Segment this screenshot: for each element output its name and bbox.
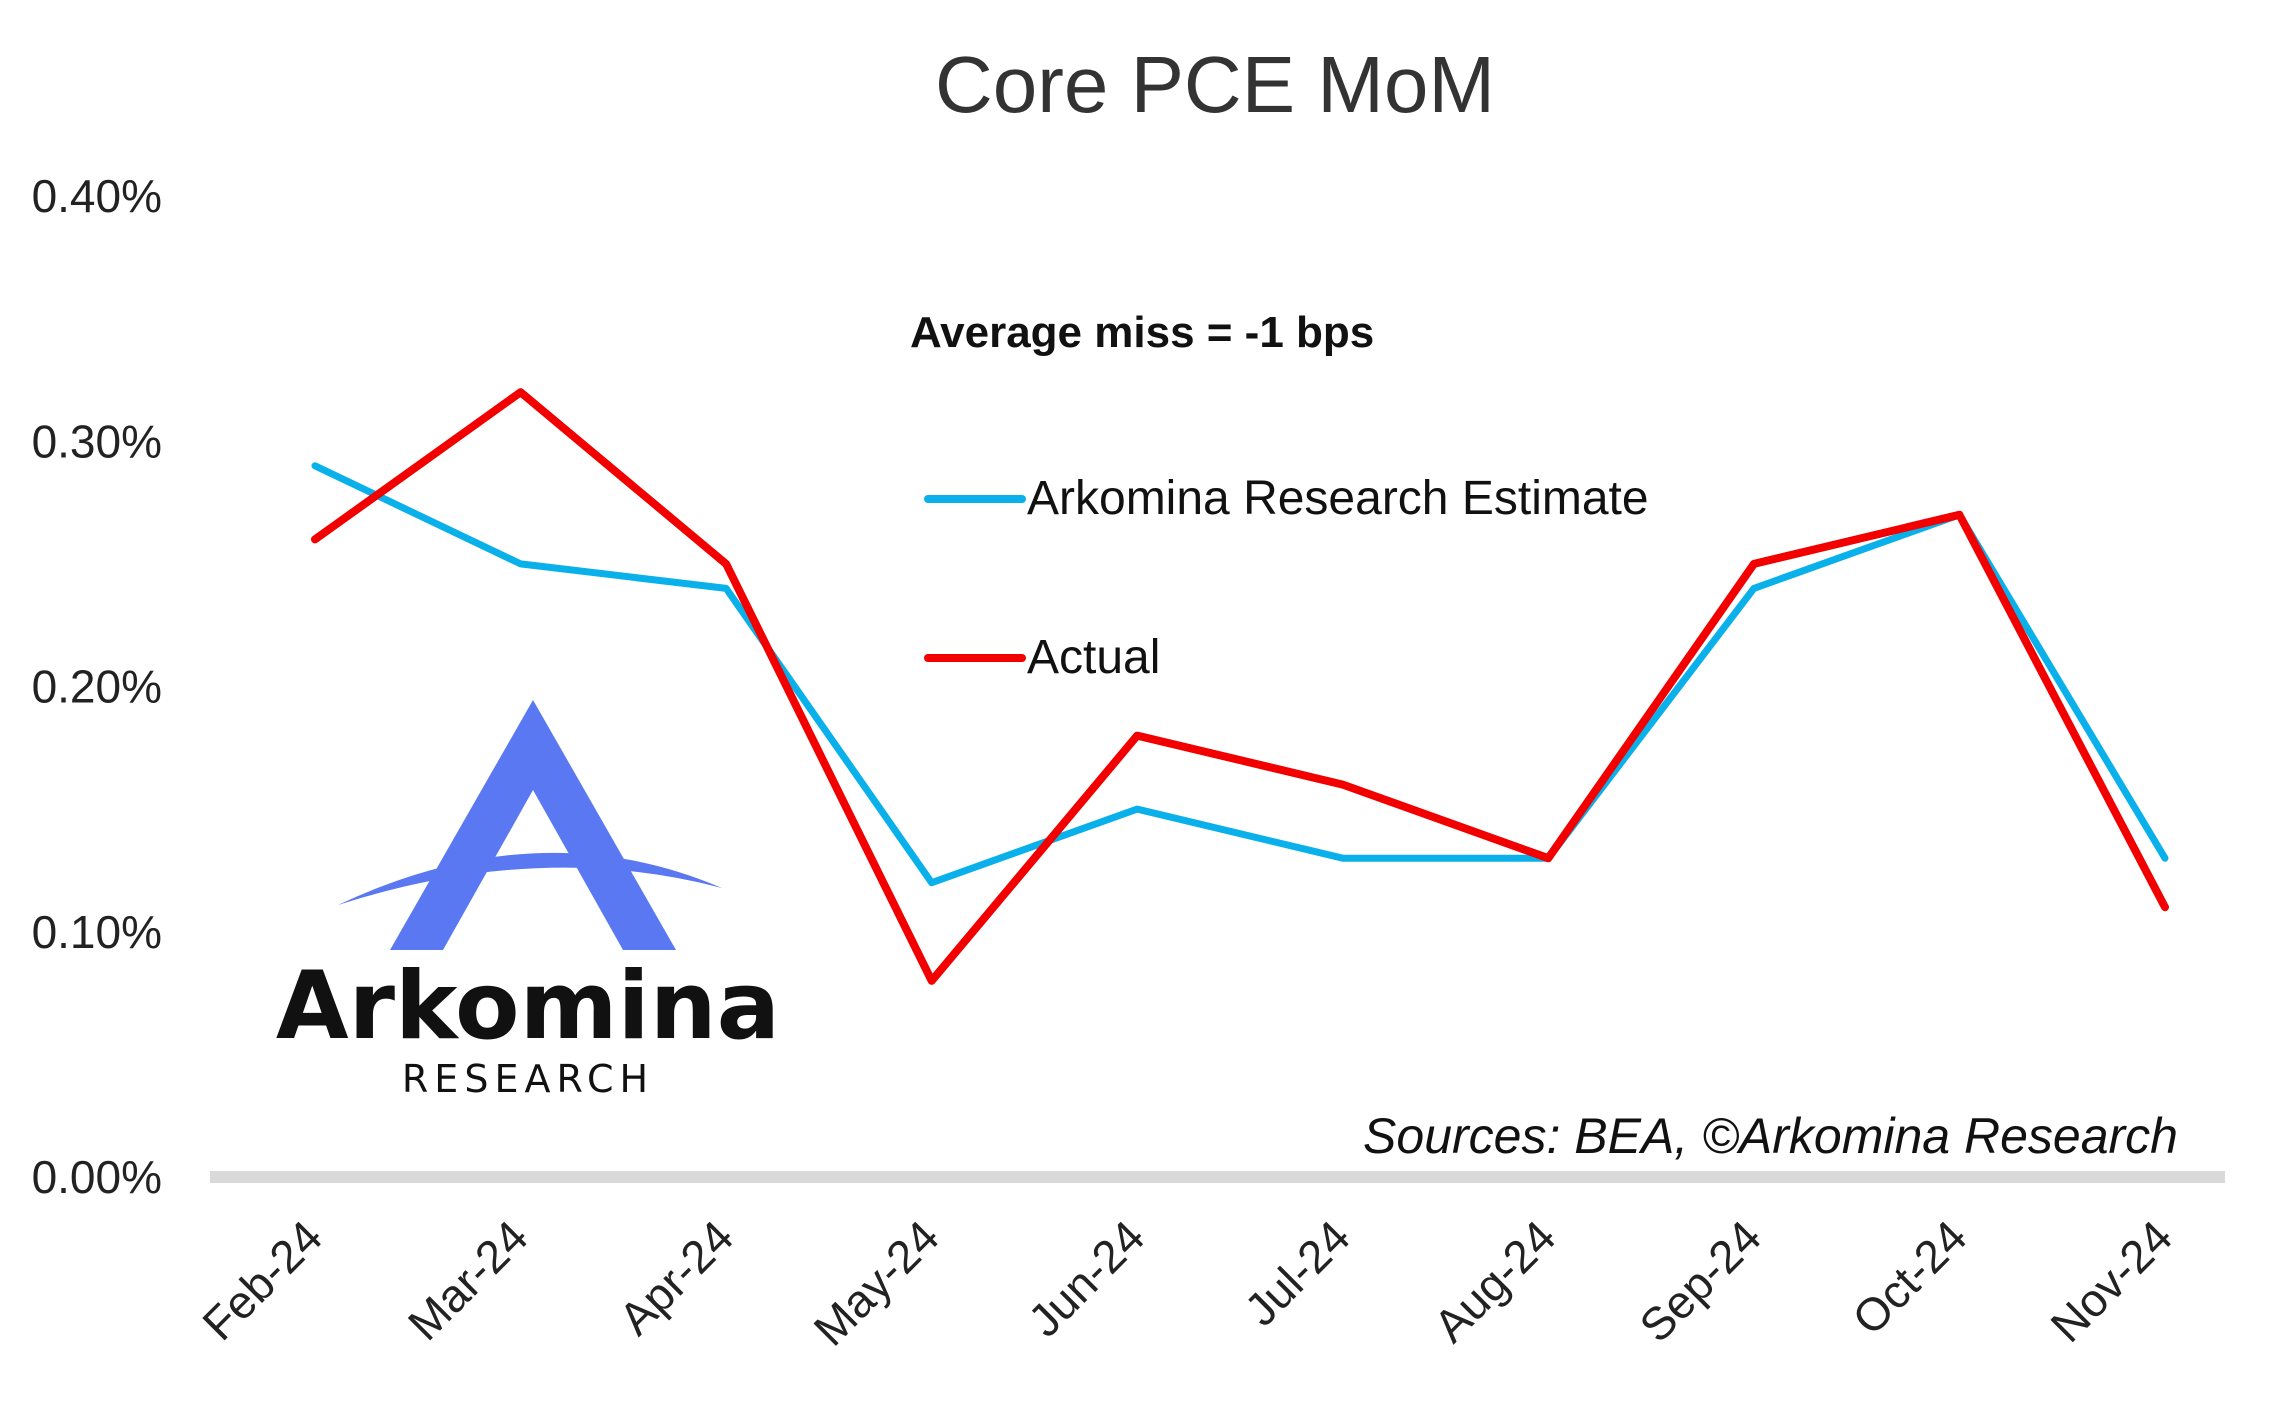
data-point	[928, 879, 935, 886]
data-point	[312, 462, 318, 469]
data-point	[517, 389, 524, 396]
data-point	[1750, 560, 1757, 567]
logo-a-shape	[390, 700, 676, 950]
x-tick-label: Apr-24	[609, 1210, 743, 1344]
x-tick-label: Aug-24	[1424, 1210, 1566, 1352]
arkomina-logo: Arkomina RESEARCH	[276, 700, 780, 1101]
source-note: Sources: BEA, ©Arkomina Research	[1363, 1108, 2178, 1164]
series-line-actual	[311, 388, 2169, 985]
chart-title: Core PCE MoM	[935, 40, 1495, 129]
data-point	[723, 585, 730, 592]
data-point	[1545, 855, 1552, 862]
data-point	[723, 560, 730, 567]
data-point	[1134, 806, 1141, 813]
data-point	[928, 977, 935, 984]
logo-wordmark: Arkomina	[276, 952, 780, 1061]
data-point	[1134, 732, 1141, 739]
logo-swoosh	[338, 852, 722, 905]
x-tick-label: Jun-24	[1018, 1210, 1154, 1346]
data-point	[1750, 585, 1757, 592]
data-point	[517, 560, 524, 567]
data-point	[1956, 511, 1963, 518]
y-tick-label: 0.40%	[32, 170, 162, 222]
x-tick-label: Oct-24	[1842, 1210, 1976, 1344]
x-tick-label: May-24	[804, 1210, 949, 1355]
series-lines	[311, 388, 2169, 985]
data-point	[312, 536, 318, 543]
data-point	[1339, 855, 1346, 862]
data-point	[2162, 855, 2168, 862]
legend: Arkomina Research Estimate Actual	[924, 472, 1649, 684]
series-line-estimate	[311, 462, 2169, 887]
logo-subtitle: RESEARCH	[402, 1057, 654, 1101]
data-point	[1339, 781, 1346, 788]
data-point	[2162, 904, 2168, 911]
legend-label-estimate: Arkomina Research Estimate	[1027, 472, 1649, 525]
legend-label-actual: Actual	[1027, 631, 1160, 684]
y-axis-ticks: 0.00% 0.10% 0.20% 0.30% 0.40%	[32, 170, 162, 1203]
y-tick-label: 0.20%	[32, 661, 162, 713]
x-tick-label: Feb-24	[192, 1210, 332, 1350]
y-tick-label: 0.10%	[32, 906, 162, 958]
x-tick-label: Nov-24	[2040, 1210, 2182, 1352]
x-tick-label: Mar-24	[398, 1210, 538, 1350]
average-miss-annotation: Average miss = -1 bps	[910, 308, 1374, 357]
y-tick-label: 0.00%	[32, 1151, 162, 1203]
y-tick-label: 0.30%	[32, 415, 162, 467]
x-axis-ticks: Feb-24 Mar-24 Apr-24 May-24 Jun-24 Jul-24 Aug-…	[192, 1210, 2182, 1355]
x-tick-label: Sep-24	[1629, 1210, 1771, 1352]
x-tick-label: Jul-24	[1234, 1210, 1359, 1335]
